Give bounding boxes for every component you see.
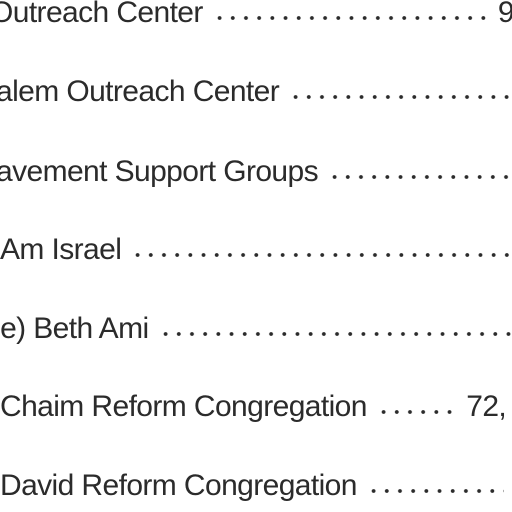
page-number: 72, 9 bbox=[466, 390, 512, 423]
entry-name: le) Beth Ami bbox=[0, 312, 149, 345]
entry-name: David Reform Congregation bbox=[0, 469, 357, 502]
index-entry: alem Outreach Center bbox=[0, 75, 512, 115]
index-entry: le) Beth Ami bbox=[0, 312, 512, 352]
index-entry: avement Support Groups bbox=[0, 155, 512, 195]
dot-leader bbox=[158, 330, 512, 338]
entry-name: alem Outreach Center bbox=[0, 75, 280, 108]
index-entry: Outreach Center 90 bbox=[0, 0, 512, 36]
entry-name: Outreach Center bbox=[0, 0, 203, 29]
dot-leader bbox=[376, 408, 457, 416]
entry-name: Chaim Reform Congregation bbox=[0, 390, 367, 423]
dot-leader bbox=[366, 487, 504, 495]
dot-leader bbox=[289, 93, 512, 101]
dot-leader bbox=[212, 14, 488, 22]
entry-name: avement Support Groups bbox=[0, 155, 319, 188]
dot-leader bbox=[328, 173, 512, 181]
entry-name: Am Israel bbox=[0, 233, 122, 266]
index-entry: Chaim Reform Congregation 72, 9 bbox=[0, 390, 512, 430]
page-number: 90 bbox=[497, 0, 512, 29]
dot-leader bbox=[131, 251, 512, 259]
index-entry: Am Israel bbox=[0, 233, 512, 273]
index-entry: David Reform Congregation9 bbox=[0, 469, 512, 509]
